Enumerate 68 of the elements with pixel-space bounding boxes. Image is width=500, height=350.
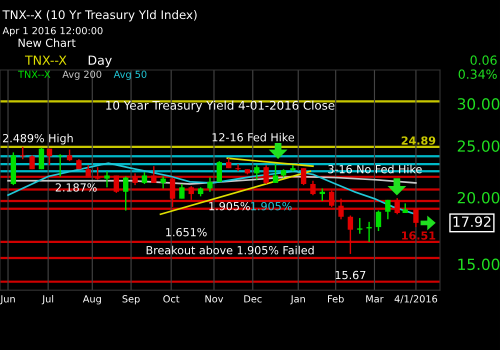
candlestick	[310, 180, 316, 196]
candlestick	[198, 186, 204, 198]
ref-line-label: 16.51	[402, 231, 436, 240]
candlestick	[123, 176, 128, 212]
x-tick-label: Aug	[82, 295, 101, 304]
y-tick-label: 25.00	[458, 140, 500, 152]
candlestick	[328, 190, 334, 208]
text: Avg 50	[114, 70, 146, 80]
annotation: 12-16 Fed Hike	[212, 132, 294, 142]
text: Apr 1 2016 12:00:00	[2, 26, 103, 36]
candlestick	[170, 176, 176, 208]
candlestick	[46, 148, 52, 166]
text: Avg 200	[62, 70, 102, 80]
x-tick-label: Oct	[163, 295, 180, 303]
candlestick	[114, 174, 120, 194]
candlestick	[300, 167, 306, 186]
candlestick	[58, 154, 63, 178]
annotation: 17.92	[454, 216, 490, 227]
chart-title: TNX--X (10 Yr Treasury Yld Index)	[2, 10, 197, 22]
candlestick	[216, 160, 222, 183]
x-tick-label: Feb	[328, 295, 344, 303]
candlestick	[394, 197, 400, 215]
candlestick	[94, 166, 100, 180]
candlestick	[38, 147, 44, 170]
candlestick	[254, 164, 260, 180]
text: 0.06	[470, 55, 497, 65]
x-tick-label: Jan	[290, 295, 305, 304]
annotation: Breakout above 1.905% Failed	[146, 246, 314, 254]
y-tick-label: 30.00	[458, 98, 500, 110]
candlestick	[142, 172, 148, 185]
candlestick	[348, 214, 354, 255]
ref-line-label: 24.89	[402, 136, 436, 145]
candlestick	[338, 198, 344, 220]
text: Day	[88, 56, 112, 68]
candlestick	[207, 176, 213, 192]
text: 0.34%	[458, 69, 497, 79]
candlestick	[188, 186, 194, 201]
x-tick-label: Jun	[0, 295, 15, 304]
y-tick-label: 20.00	[458, 192, 500, 204]
candlestick	[366, 221, 372, 243]
y-tick-label: 15.00	[458, 258, 500, 270]
x-tick-label: Jul	[42, 295, 54, 304]
candlestick	[132, 172, 138, 186]
x-tick-label: Nov	[205, 295, 224, 303]
candlestick	[263, 164, 269, 185]
candlestick	[160, 176, 166, 190]
candlestick	[20, 146, 26, 160]
candlestick	[376, 210, 382, 232]
annotation: 15.67	[336, 270, 366, 280]
x-tick-label: 4/1/2016	[394, 295, 438, 304]
text: TNX--X	[24, 56, 66, 65]
candlestick	[413, 207, 419, 228]
annotation: 2.489% High	[3, 134, 73, 145]
x-tick-label: Dec	[244, 295, 262, 303]
candlestick	[320, 188, 325, 202]
candlestick	[86, 164, 91, 178]
annotation: 1.651%	[166, 228, 207, 236]
candlestick	[151, 165, 156, 184]
x-tick-label: Mar	[366, 295, 384, 303]
x-tick-label: Sep	[122, 295, 140, 304]
candlestick	[385, 199, 391, 220]
text: TNX--X	[18, 70, 50, 78]
candlestick	[179, 183, 185, 200]
candlestick	[272, 163, 278, 184]
text: 10 Year Treasury Yield 4-01-2016 Close	[106, 100, 334, 112]
text: New Chart	[18, 38, 76, 47]
candlestick	[29, 154, 35, 170]
line-series	[7, 176, 417, 185]
